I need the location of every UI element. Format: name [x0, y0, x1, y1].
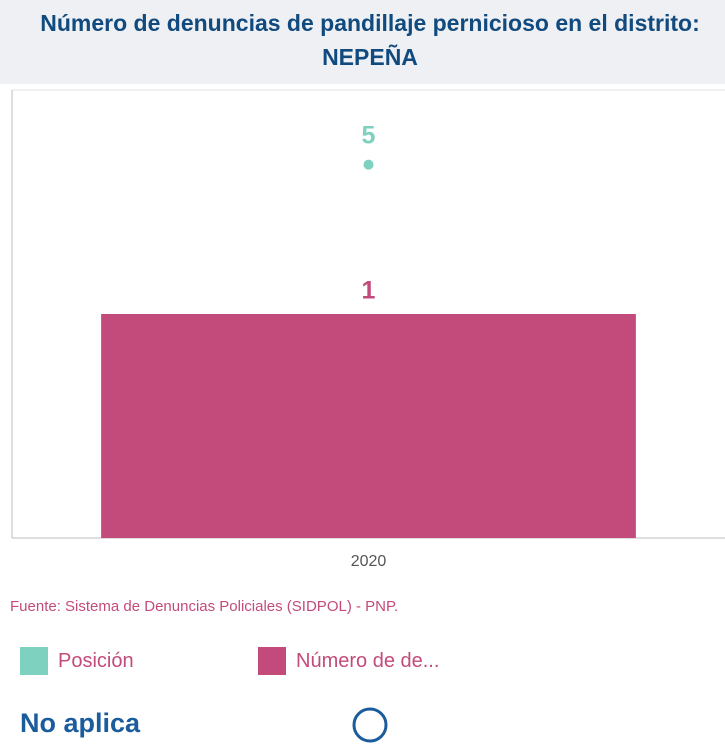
title-bar: Número de denuncias de pandillaje pernic… [0, 0, 725, 84]
x-tick-label: 2020 [351, 553, 387, 570]
legend-item: Número de de... [258, 647, 439, 675]
status-icon [352, 707, 388, 743]
legend-swatch [20, 647, 48, 675]
legend-label: Número de de... [296, 649, 440, 672]
data-label: 1 [362, 277, 376, 305]
bar [101, 314, 636, 538]
point [363, 159, 374, 170]
data-label: 5 [362, 121, 376, 149]
source: Fuente: Sistema de Denuncias Policiales … [10, 598, 399, 615]
legend-swatch [258, 647, 286, 675]
legend-item: Posición [20, 647, 134, 675]
status: No aplica [20, 708, 141, 738]
chart-title: Número de denuncias de pandillaje pernic… [40, 10, 700, 70]
legend-label: Posición [58, 649, 134, 672]
